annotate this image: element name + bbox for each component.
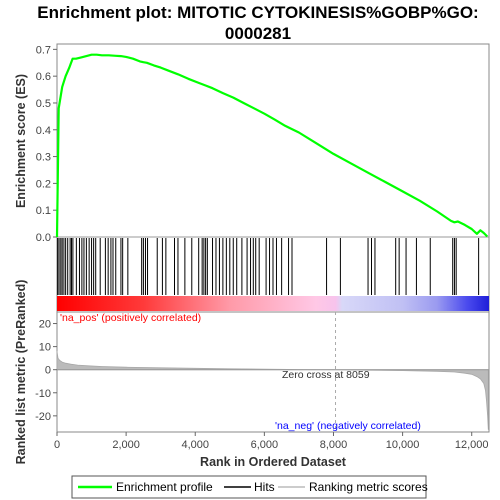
- es-axis: 0.0 0.1 0.2 0.3 0.4 0.5 0.6 0.7: [36, 44, 489, 244]
- metric-group: [56, 312, 489, 432]
- metric-panel-frame: [56, 311, 490, 433]
- es-axis-title: Enrichment score (ES): [14, 74, 28, 208]
- metric-tick-label: 10: [39, 342, 51, 354]
- es-tick-label: 0.1: [36, 205, 51, 217]
- es-tick-label: 0.7: [36, 44, 51, 56]
- es-tick-label: 0.3: [36, 152, 51, 164]
- metric-tick-label: 0: [45, 365, 51, 377]
- es-tick-label: 0.5: [36, 98, 51, 110]
- metric-tick-label: -10: [35, 388, 51, 400]
- x-axis: 0 2,000 4,000 6,000 8,000 10,000 12,000: [54, 432, 489, 451]
- x-axis-title: Rank in Ordered Dataset: [200, 455, 347, 469]
- legend-ranking-label: Ranking metric scores: [309, 480, 428, 494]
- rank-color-bar: [57, 296, 489, 311]
- chart-title-line2: 0000281: [225, 24, 291, 43]
- metric-axis-title: Ranked list metric (PreRanked): [14, 280, 28, 465]
- x-tick-label: 8,000: [320, 439, 348, 451]
- legend-enrichment-label: Enrichment profile: [116, 480, 213, 494]
- zero-cross-label: Zero cross at 8059: [282, 369, 370, 381]
- metric-tick-label: 20: [39, 319, 51, 331]
- es-tick-label: 0.6: [36, 71, 51, 83]
- x-tick-label: 0: [54, 439, 60, 451]
- es-panel-frame: [56, 43, 490, 238]
- chart-title-line1: Enrichment plot: MITOTIC CYTOKINESIS%GOB…: [37, 3, 478, 22]
- x-tick-label: 2,000: [112, 439, 140, 451]
- pos-label: 'na_pos' (positively correlated): [60, 312, 201, 324]
- es-profile-line: [55, 53, 489, 238]
- metric-axis: -20 -10 0 10 20: [35, 319, 57, 423]
- metric-tick-label: -20: [35, 411, 51, 423]
- es-tick-label: 0.0: [36, 232, 51, 244]
- es-tick-label: 0.2: [36, 178, 51, 190]
- neg-label: 'na_neg' (negatively correlated): [275, 420, 421, 432]
- x-tick-label: 4,000: [181, 439, 209, 451]
- es-tick-label: 0.4: [36, 125, 51, 137]
- x-tick-label: 6,000: [251, 439, 279, 451]
- x-tick-label: 10,000: [386, 439, 420, 451]
- es-line-group: [55, 53, 489, 238]
- legend-hits-label: Hits: [254, 480, 275, 494]
- hits-group: [57, 238, 480, 295]
- x-tick-label: 12,000: [455, 439, 489, 451]
